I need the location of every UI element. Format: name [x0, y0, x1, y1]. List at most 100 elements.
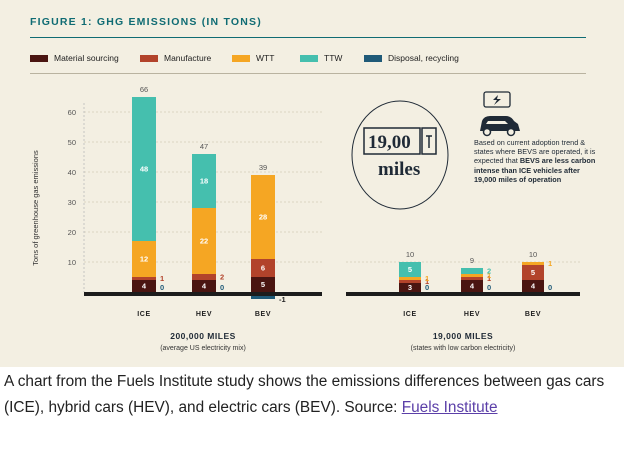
bar-segment	[132, 280, 156, 292]
data-label: 5	[261, 280, 265, 289]
bar-segment	[132, 97, 156, 241]
legend-swatch	[30, 55, 48, 62]
category-label: ICE	[403, 311, 416, 318]
bar-segment	[461, 274, 483, 277]
legend-label: TTW	[324, 53, 343, 63]
data-label: 48	[140, 165, 148, 174]
bars-layer	[84, 97, 580, 299]
baseline	[346, 292, 580, 296]
data-label: 5	[531, 268, 535, 277]
legend-label: Material sourcing	[54, 53, 119, 63]
bar-segment	[461, 268, 483, 274]
data-label: 0	[160, 283, 164, 292]
data-label: 0	[548, 283, 552, 292]
bar-segment	[461, 280, 483, 292]
data-label: 0	[220, 283, 224, 292]
data-label: -1	[279, 295, 286, 304]
source-link[interactable]: Fuels Institute	[401, 399, 498, 416]
data-label: 0	[425, 283, 429, 292]
callout-text-plain: Based on current adoption trend & states…	[474, 138, 596, 166]
bar-segment	[132, 277, 156, 280]
bar-segment	[522, 280, 544, 292]
y-tick-label: 30	[68, 198, 76, 207]
bar-segment	[132, 241, 156, 277]
category-label: ICE	[137, 311, 150, 318]
y-tick-label: 40	[68, 168, 76, 177]
data-label: 22	[200, 237, 208, 246]
bar-segment	[192, 274, 216, 280]
bar-segment	[399, 283, 421, 292]
category-label: HEV	[464, 311, 480, 318]
y-tick-label: 10	[68, 258, 76, 267]
total-label: 47	[200, 142, 208, 151]
callout-text: Based on current adoption trend & states…	[474, 138, 599, 184]
chart-figure: FIGURE 1: GHG EMISSIONS (IN TONS) Materi…	[0, 0, 624, 367]
data-label: 4	[470, 282, 475, 291]
total-label: 10	[529, 250, 537, 259]
data-label: 28	[259, 213, 267, 222]
total-label: 10	[406, 250, 414, 259]
bar-segment	[192, 280, 216, 292]
data-label: 0	[487, 283, 491, 292]
y-tick-label: 60	[68, 108, 76, 117]
bar-segment	[251, 296, 275, 299]
callout-graphic: 19,00 miles	[351, 100, 449, 210]
figure-title: FIGURE 1: GHG EMISSIONS (IN TONS)	[30, 16, 262, 28]
data-label: 2	[487, 267, 491, 276]
total-label: 9	[470, 256, 474, 265]
figure-caption: A chart from the Fuels Institute study s…	[4, 369, 620, 421]
y-axis-label: Tons of greenhouse gas emissions	[31, 150, 40, 266]
caption-text: A chart from the Fuels Institute study s…	[4, 373, 605, 416]
bar-segment	[192, 154, 216, 208]
legend-label: Disposal, recycling	[388, 53, 459, 63]
category-label: BEV	[255, 311, 271, 318]
legend-label: WTT	[256, 53, 275, 63]
legend-swatch	[364, 55, 382, 62]
data-label: 3	[408, 283, 412, 292]
data-label: 1	[160, 274, 164, 283]
data-label: 4	[202, 282, 207, 291]
category-label: BEV	[525, 311, 541, 318]
callout-circle	[351, 100, 449, 210]
data-label: 18	[200, 177, 208, 186]
ev-charging-icon	[480, 91, 520, 137]
bar-segment	[399, 262, 421, 277]
data-label: 6	[261, 264, 265, 273]
legend-label: Manufacture	[164, 53, 212, 63]
title-divider	[30, 37, 586, 38]
panel-subtitle: (states with low carbon electricity)	[411, 345, 516, 352]
panel-subtitle: (average US electricity mix)	[160, 345, 246, 352]
grid-layer	[83, 103, 580, 292]
bar-segment	[399, 280, 421, 283]
data-label: 1	[487, 274, 491, 283]
callout-number-box	[363, 127, 421, 155]
bar-segment	[251, 259, 275, 277]
legend-swatch	[300, 55, 318, 62]
callout-text-bold: BEVS are less carbon intense than ICE ve…	[474, 156, 596, 184]
legend-swatch	[140, 55, 158, 62]
callout-number: 19,00	[368, 132, 411, 153]
baseline	[84, 292, 322, 296]
total-label: 66	[140, 85, 148, 94]
data-label: 5	[408, 265, 412, 274]
total-label: 39	[259, 163, 267, 172]
data-label: 2	[220, 273, 224, 282]
legend-divider	[30, 73, 586, 74]
data-label: 4	[531, 282, 536, 291]
callout-unit: miles	[378, 159, 420, 180]
panel-title: 200,000 MILES	[170, 331, 236, 341]
data-label: 4	[142, 282, 147, 291]
y-tick-label: 50	[68, 138, 76, 147]
bar-segment	[251, 277, 275, 292]
data-label: 1	[487, 271, 491, 280]
y-tick-label: 20	[68, 228, 76, 237]
legend-swatch	[232, 55, 250, 62]
panel-title: 19,000 MILES	[433, 331, 493, 341]
data-label: 12	[140, 255, 148, 264]
bar-segment	[192, 208, 216, 274]
data-label: 1	[425, 274, 429, 283]
bar-segment	[251, 175, 275, 259]
data-label: 1	[548, 259, 552, 268]
